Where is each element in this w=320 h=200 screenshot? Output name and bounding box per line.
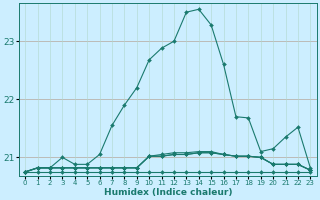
X-axis label: Humidex (Indice chaleur): Humidex (Indice chaleur) bbox=[104, 188, 232, 197]
